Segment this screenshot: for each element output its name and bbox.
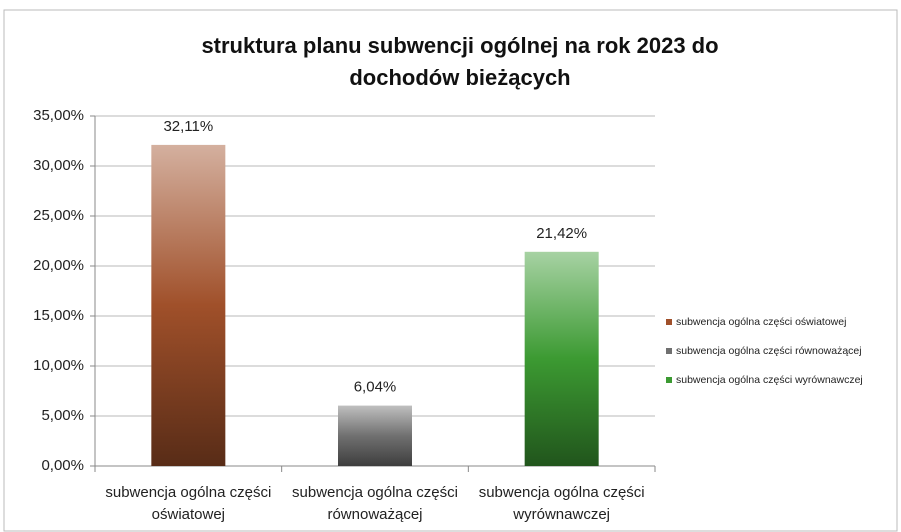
chart-border bbox=[3, 9, 898, 532]
y-tick-label: 0,00% bbox=[41, 457, 84, 474]
y-tick-label: 20,00% bbox=[33, 257, 84, 274]
y-tick-label: 25,00% bbox=[33, 207, 84, 224]
legend-label: subwencja ogólna części wyrównawczej bbox=[676, 374, 863, 386]
x-tick-label: subwencja ogólna części oświatowej bbox=[105, 484, 272, 523]
bar bbox=[151, 144, 226, 466]
legend-marker bbox=[666, 319, 672, 325]
bar bbox=[524, 251, 599, 466]
y-tick-label: 35,00% bbox=[33, 107, 84, 124]
x-tick-label: subwencja ogólna części równoważącej bbox=[292, 484, 458, 523]
y-tick-label: 15,00% bbox=[33, 307, 84, 324]
legend-marker bbox=[666, 377, 672, 383]
y-tick-label: 30,00% bbox=[33, 157, 84, 174]
legend-label: subwencja ogólna części równoważącej bbox=[676, 345, 862, 357]
bar bbox=[338, 405, 412, 466]
data-label: 21,42% bbox=[536, 225, 587, 242]
chart-title: struktura planu subwencji ogólnej na rok… bbox=[201, 33, 719, 90]
legend-marker bbox=[666, 348, 672, 354]
data-label: 32,11% bbox=[163, 118, 213, 135]
x-tick-label: subwencja ogólna części wyrównawczej bbox=[478, 484, 645, 523]
y-tick-label: 10,00% bbox=[33, 357, 84, 374]
y-tick-label: 5,00% bbox=[41, 407, 84, 424]
legend-label: subwencja ogólna części oświatowej bbox=[676, 316, 846, 328]
data-label: 6,04% bbox=[354, 379, 397, 396]
